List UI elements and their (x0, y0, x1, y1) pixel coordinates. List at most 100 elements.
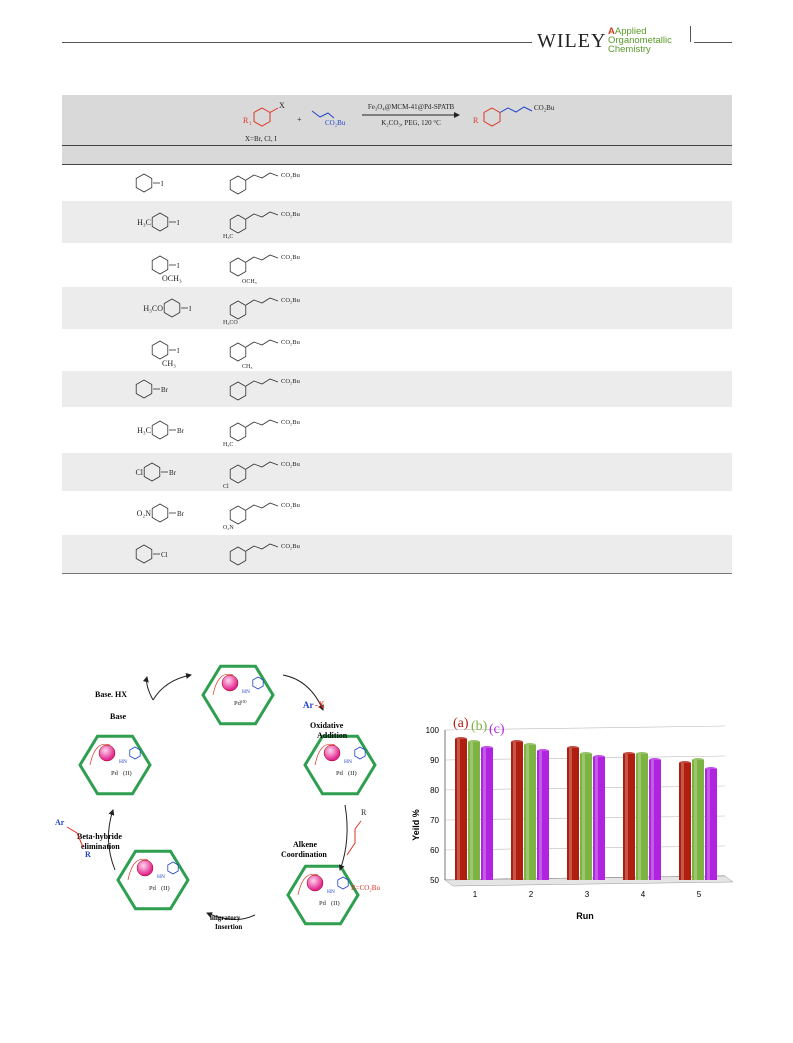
bar-top (511, 740, 523, 744)
pd-oxidation: (II) (123, 770, 132, 777)
label-alkene: Alkene (293, 840, 317, 849)
table-bottom-rule (62, 573, 732, 574)
product-ring (229, 546, 247, 566)
bar-top (679, 761, 691, 765)
substrate-ring (151, 420, 169, 440)
silica-hexagon (303, 734, 377, 796)
pd-oxidation: (II) (161, 885, 170, 892)
pd-center: Pd (336, 770, 344, 777)
bar-top (567, 746, 579, 750)
product-substituent: H₃C (223, 234, 233, 240)
ligand-hn: HN (344, 759, 352, 765)
header-tick (690, 26, 691, 42)
row-structures: Cl CO₂Bu (135, 543, 301, 566)
product-substituent: CH₃ (242, 364, 252, 370)
bar-top (692, 758, 704, 762)
scheme-plus: + (297, 115, 302, 124)
table-row: Br H₃C CO₂Bu H₃C (62, 407, 732, 453)
label-insertion: Insertion (215, 923, 242, 931)
table-subheader (62, 145, 732, 165)
product-substituent: OCH₃ (242, 279, 257, 285)
substrate-table: X R 1 + CO₂Bu Fe₃O₄@MCM-41@Pd-SPATB K₂CO… (62, 95, 732, 574)
label-beta: Beta-hybride (77, 832, 122, 841)
substrate-ring (135, 379, 153, 399)
product-ring (229, 422, 247, 442)
table-row: I H₃C CO₂Bu H₃C (62, 201, 732, 243)
ligand-hn: HN (242, 689, 250, 695)
ligand-chain (127, 858, 149, 881)
product-ester-label: CO₂Bu (281, 339, 301, 346)
bar-top (705, 767, 717, 771)
substrate-substituent: Cl (135, 468, 143, 477)
product-chain (245, 378, 279, 387)
row-structures: I H₃C CO₂Bu H₃C (137, 211, 301, 240)
table-row: Br O₂N CO₂Bu O₂N (62, 491, 732, 535)
y-tick-label: 100 (426, 726, 440, 735)
product-ester-label: CO₂Bu (281, 254, 301, 261)
bar-highlight (539, 751, 542, 880)
scheme-product-group: CO₂Bu (534, 104, 555, 112)
substrate-ring (135, 173, 153, 193)
silica-hexagon (116, 849, 190, 911)
bar (593, 757, 605, 880)
table-row: I H₃CO CO₂Bu H₃CO (62, 287, 732, 329)
row-structures: Br O₂N CO₂Bu O₂N (137, 502, 301, 531)
label-addition: Addition (317, 731, 348, 740)
journal-logo: AApplied Organometallic Chemistry (608, 26, 672, 55)
y-tick-label: 90 (430, 756, 439, 765)
product-chain (245, 297, 279, 306)
bar-top (580, 752, 592, 756)
substrate-substituent: H₃C (137, 218, 151, 227)
legend-label: (a) (453, 716, 469, 731)
product-chain (245, 211, 279, 220)
x-tick-label: 5 (697, 890, 702, 899)
bar-top (537, 749, 549, 753)
label-product-r: R (85, 850, 91, 859)
scheme-catalyst: Fe₃O₄@MCM-41@Pd-SPATB (368, 103, 455, 111)
product-ring (229, 464, 247, 484)
chart-xlabel: Run (576, 911, 594, 921)
bar (705, 769, 717, 880)
product-ring (229, 505, 247, 525)
arrow-insertion (206, 912, 256, 920)
x-tick-label: 1 (473, 890, 478, 899)
substrate-substituent: H₃CO (143, 304, 163, 313)
substrate-halogen: I (189, 305, 192, 313)
substrate-halogen: Cl (161, 551, 168, 559)
bar-top (593, 755, 605, 759)
bar (580, 754, 592, 880)
nanoparticle-sphere (136, 859, 154, 877)
pd-oxidation: (II) (331, 900, 340, 907)
substrate-halogen: I (177, 262, 180, 270)
bar-highlight (526, 745, 529, 880)
nanoparticle-sphere (98, 744, 116, 762)
recycle-bar-chart: 50 60 70 80 90 100 1 2 3 4 5 (a) (b) (c) Yeild % Run (411, 716, 734, 921)
ligand-ring (129, 746, 141, 760)
product-ring (229, 257, 247, 277)
bar (511, 742, 523, 880)
product-substituent: H₃C (223, 442, 233, 448)
substrate-ring (163, 298, 181, 318)
bar (537, 751, 549, 880)
substrate-ring (151, 340, 169, 360)
bar-highlight (681, 763, 684, 880)
product-ring (229, 214, 247, 234)
bar-highlight (625, 754, 628, 880)
label-coordination: Coordination (281, 850, 327, 859)
product-ester-label: CO₂Bu (281, 502, 301, 509)
pd-center: Pd (149, 885, 157, 892)
nanoparticle-sphere (323, 744, 341, 762)
substrate-halogen: Br (169, 469, 177, 477)
scheme-x-definition: X=Br, Cl, I (245, 135, 277, 143)
row-structures: Br H₃C CO₂Bu H₃C (137, 419, 301, 448)
product-chain (245, 461, 279, 470)
scheme-acrylate-label: CO₂Bu (325, 119, 346, 127)
bar (481, 748, 493, 880)
substrate-substituent: O₂N (137, 509, 152, 518)
bar (679, 763, 691, 880)
ligand-chain (89, 743, 111, 766)
pd-oxidation: (II) (348, 770, 357, 777)
